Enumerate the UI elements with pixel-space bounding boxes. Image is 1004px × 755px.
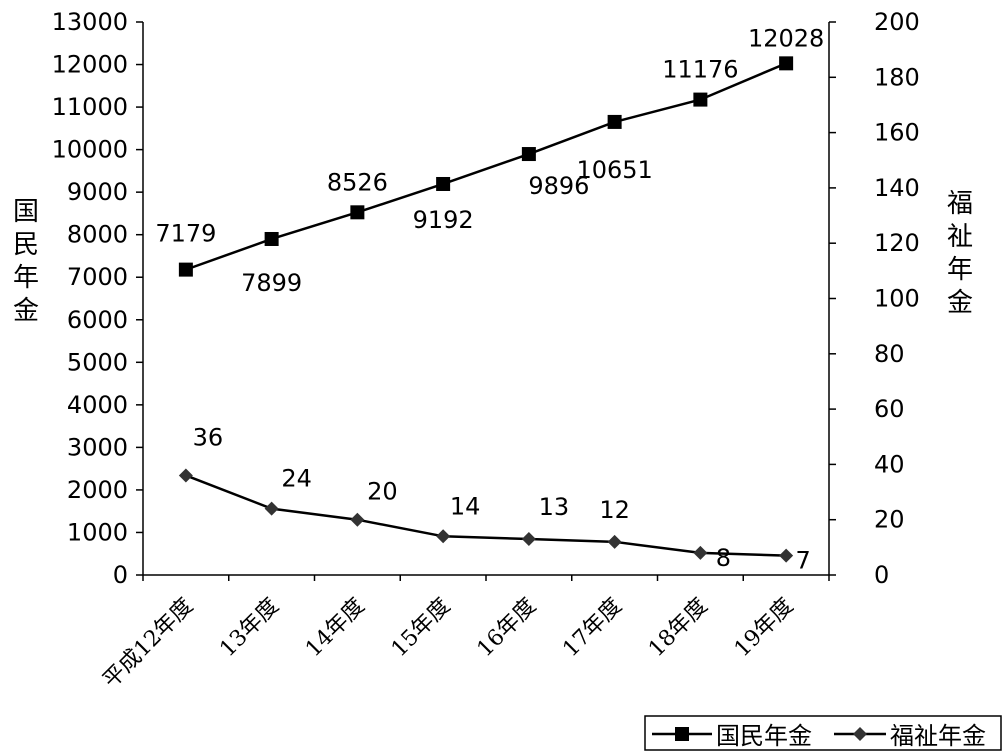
legend: 国民年金 福祉年金 (644, 715, 1002, 751)
right-tick-label: 160 (874, 119, 920, 147)
data-label-fukushi: 20 (367, 478, 398, 506)
data-label-kokumin: 11176 (662, 56, 738, 84)
data-label-kokumin: 8526 (327, 168, 388, 196)
data-label-kokumin: 12028 (748, 24, 824, 52)
axes (136, 21, 836, 581)
data-label-kokumin: 7179 (155, 220, 216, 248)
right-axis-title: 福祉年金 (947, 189, 973, 318)
data-label-kokumin: 7899 (241, 269, 302, 297)
data-label-fukushi: 14 (450, 492, 481, 520)
left-tick-label: 12000 (52, 51, 128, 79)
marker-fukushi (779, 548, 794, 563)
right-tick-label: 100 (874, 285, 920, 313)
data-label-fukushi: 7 (795, 547, 810, 575)
left-tick-label: 3000 (67, 433, 128, 461)
x-tick-label: 17年度 (558, 594, 627, 663)
data-label-kokumin: 9896 (528, 172, 589, 200)
left-tick-label: 11000 (52, 93, 128, 121)
left-tick-label: 5000 (67, 348, 128, 376)
marker-fukushi (436, 529, 451, 544)
marker-kokumin (779, 56, 794, 71)
x-tick-label: 平成12年度 (98, 594, 198, 694)
left-tick-label: 8000 (67, 221, 128, 249)
marker-fukushi (521, 532, 536, 547)
marker-kokumin (350, 205, 365, 220)
left-tick-label: 2000 (67, 476, 128, 504)
series-line-fukushi (185, 474, 787, 557)
marker-kokumin (264, 231, 279, 246)
data-label-kokumin: 9192 (413, 206, 474, 234)
axis-titles: 国民年金 福祉年金 (13, 189, 973, 326)
tick-labels: 0100020003000400050006000700080009000100… (52, 8, 920, 693)
right-tick-label: 180 (874, 63, 920, 91)
legend-marker-kokumin (675, 727, 689, 741)
x-tick-label: 16年度 (473, 594, 542, 663)
series-line-kokumin (185, 62, 787, 271)
right-tick-label: 40 (874, 450, 905, 478)
marker-fukushi (264, 501, 279, 516)
legend-label-fukushi: 福祉年金 (890, 722, 986, 750)
left-tick-label: 1000 (67, 518, 128, 546)
data-label-fukushi: 36 (193, 423, 224, 451)
data-label-fukushi: 12 (599, 496, 630, 524)
right-tick-label: 200 (874, 8, 920, 36)
left-tick-label: 9000 (67, 178, 128, 206)
left-axis-title: 国民年金 (13, 197, 39, 326)
marker-kokumin (178, 262, 193, 277)
marker-kokumin (607, 114, 622, 129)
x-tick-label: 19年度 (730, 594, 799, 663)
left-tick-label: 4000 (67, 391, 128, 419)
left-tick-label: 6000 (67, 306, 128, 334)
right-tick-label: 80 (874, 340, 905, 368)
right-tick-label: 60 (874, 395, 905, 423)
right-tick-label: 120 (874, 229, 920, 257)
legend-marker-fukushi (853, 727, 867, 741)
data-label-fukushi: 8 (716, 544, 731, 572)
x-tick-label: 18年度 (644, 594, 713, 663)
x-tick-label: 13年度 (215, 594, 284, 663)
data-label-fukushi: 24 (281, 465, 312, 493)
marker-fukushi (693, 545, 708, 560)
left-tick-label: 0 (113, 561, 128, 589)
x-tick-label: 14年度 (301, 594, 370, 663)
marker-fukushi (350, 512, 365, 527)
marker-fukushi (178, 468, 193, 483)
marker-kokumin (436, 176, 451, 191)
marker-kokumin (693, 92, 708, 107)
data-label-fukushi: 13 (539, 493, 570, 521)
series (178, 56, 794, 563)
x-tick-label: 15年度 (387, 594, 456, 663)
legend-label-kokumin: 国民年金 (716, 722, 812, 750)
left-tick-label: 7000 (67, 263, 128, 291)
data-label-kokumin: 10651 (576, 156, 652, 184)
left-tick-label: 10000 (52, 136, 128, 164)
marker-kokumin (521, 147, 536, 162)
right-tick-label: 0 (874, 561, 889, 589)
right-tick-label: 140 (874, 174, 920, 202)
right-tick-label: 20 (874, 506, 905, 534)
left-tick-label: 13000 (52, 8, 128, 36)
marker-fukushi (607, 534, 622, 549)
